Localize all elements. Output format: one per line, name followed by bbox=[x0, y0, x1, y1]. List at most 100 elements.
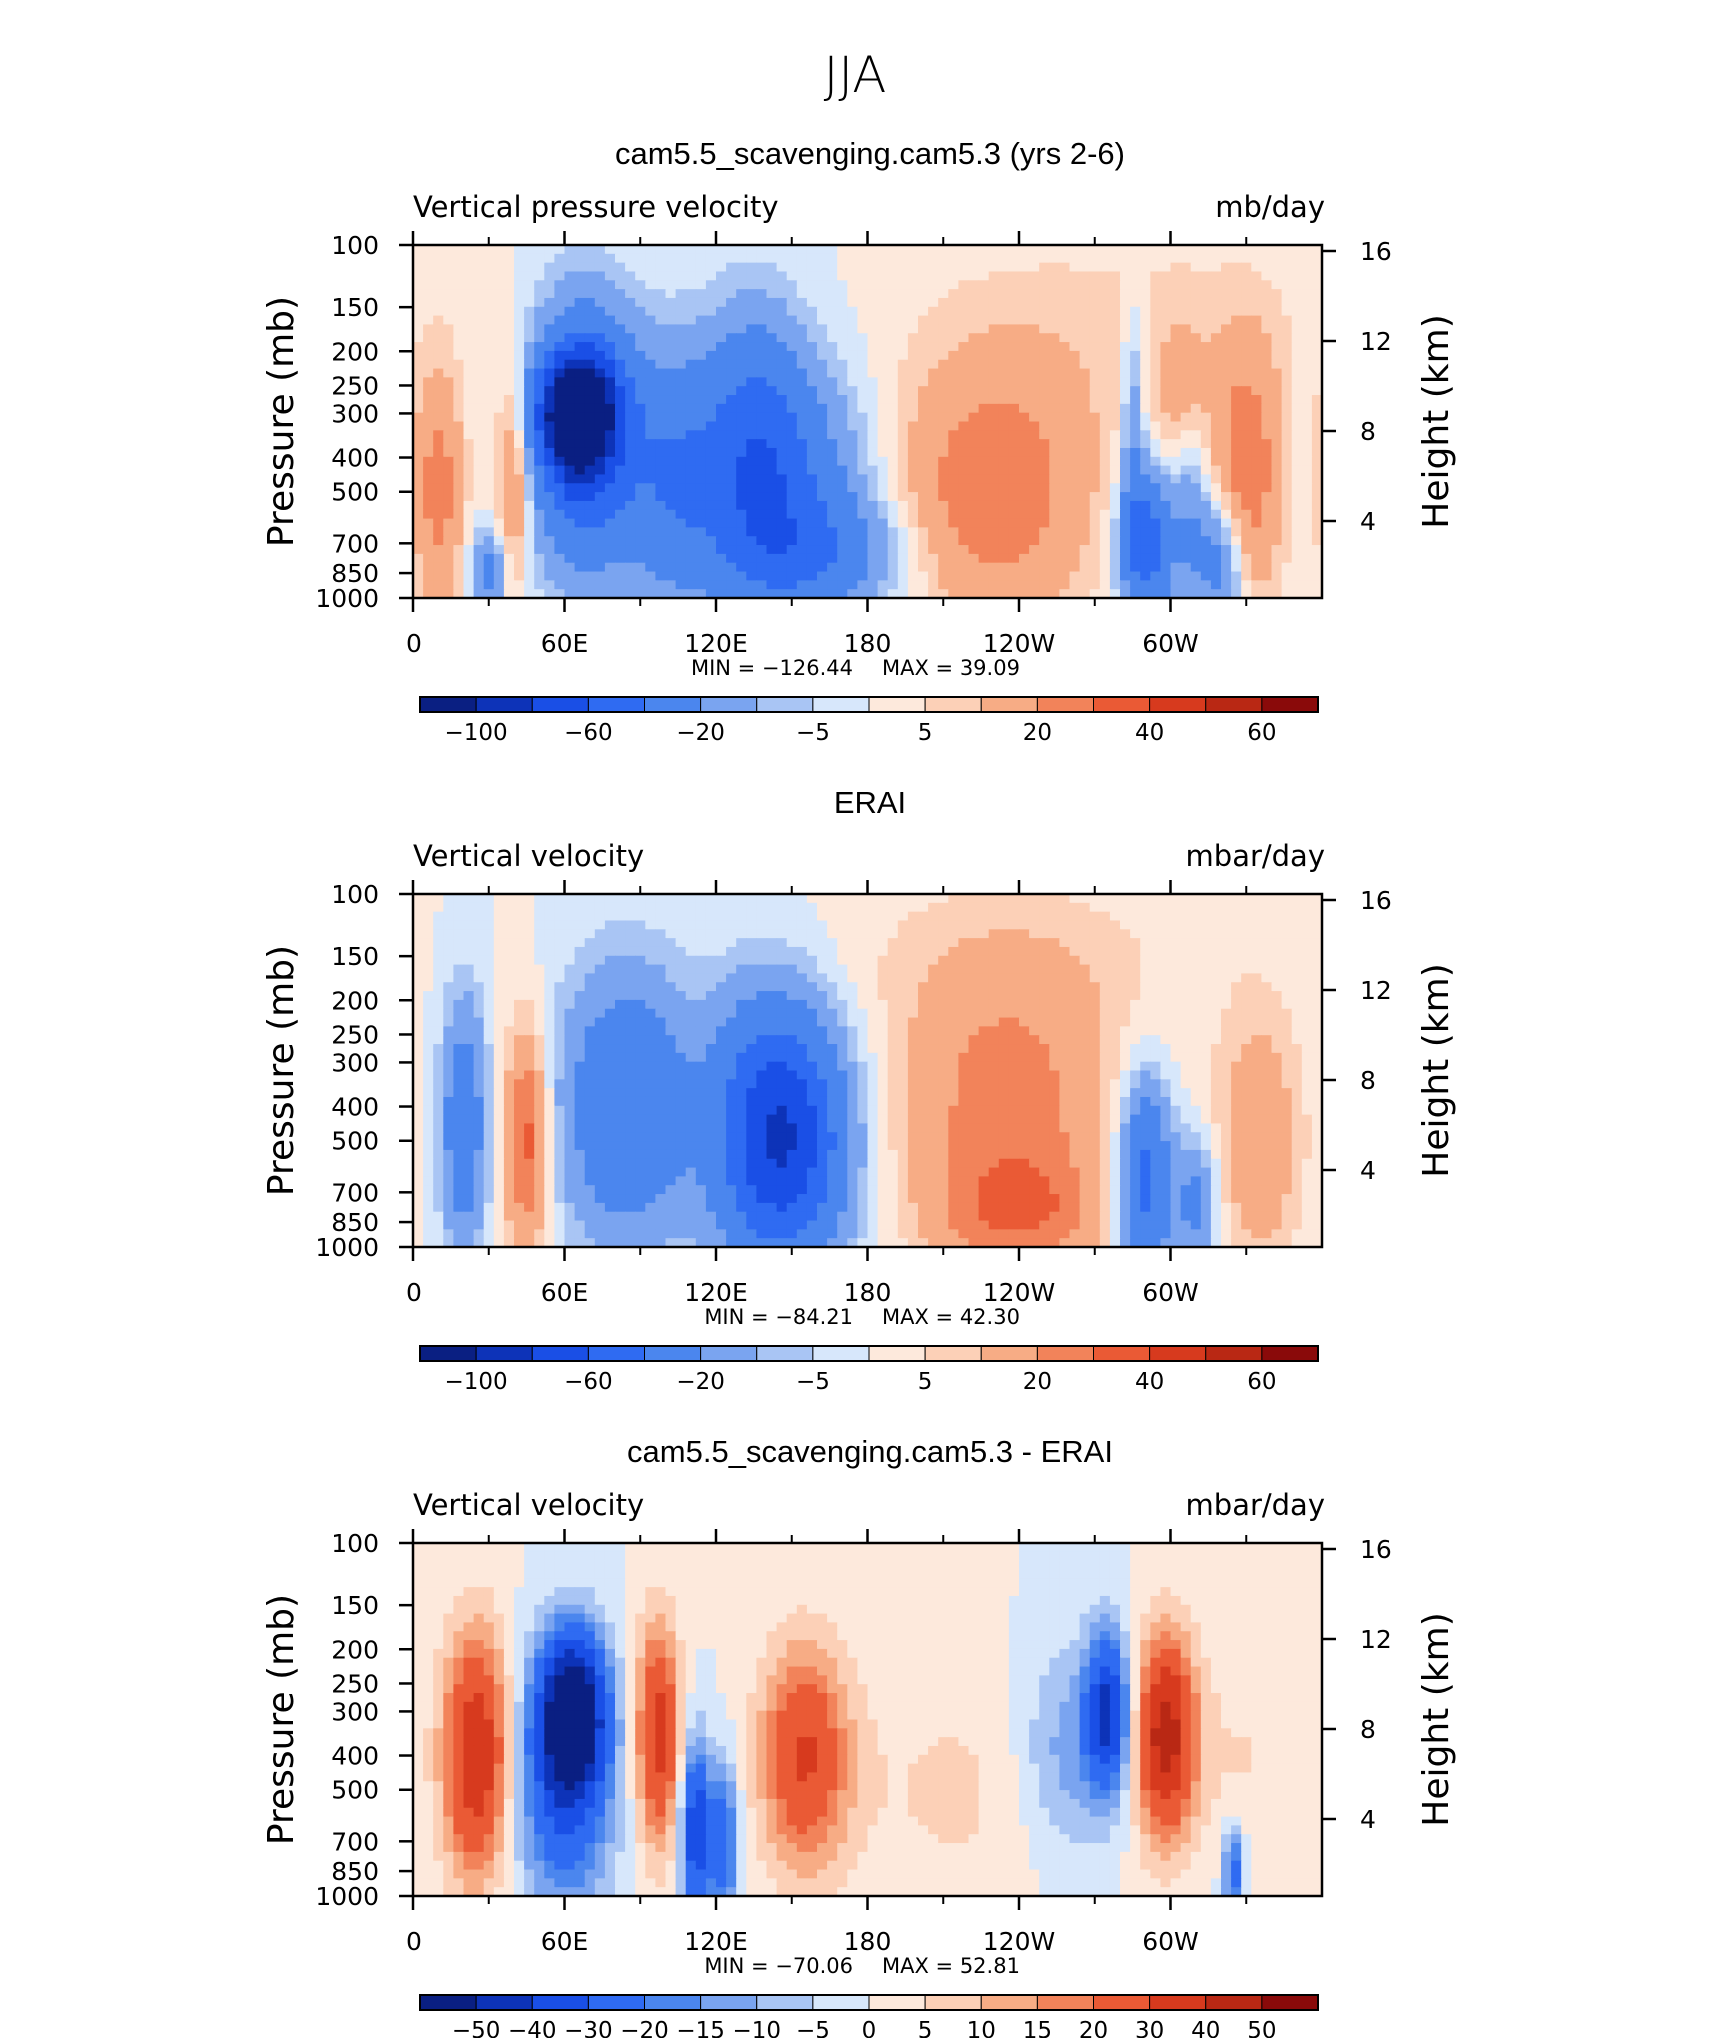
heatmap-cell bbox=[463, 553, 475, 564]
heatmap-cell bbox=[463, 964, 475, 975]
heatmap-cell bbox=[887, 553, 899, 564]
heatmap-cell bbox=[918, 973, 929, 983]
heatmap-cell bbox=[1120, 999, 1131, 1010]
heatmap-cell bbox=[897, 536, 909, 546]
heatmap-cell bbox=[564, 324, 576, 334]
heatmap-cell bbox=[928, 545, 939, 555]
heatmap-cell bbox=[483, 1017, 495, 1027]
heatmap-cell bbox=[786, 911, 798, 922]
heatmap-cell bbox=[1180, 403, 1192, 414]
heatmap-cell bbox=[564, 500, 576, 511]
heatmap-cell bbox=[1130, 333, 1141, 343]
heatmap-cell bbox=[867, 245, 879, 255]
heatmap-cell bbox=[1150, 902, 1161, 913]
heatmap-cell bbox=[776, 386, 788, 396]
heatmap-cell bbox=[766, 982, 778, 992]
heatmap-cell bbox=[1160, 465, 1172, 476]
heatmap-cell bbox=[1109, 902, 1121, 913]
heatmap-cell bbox=[1231, 324, 1242, 334]
heatmap-cell bbox=[1019, 447, 1030, 458]
heatmap-cell bbox=[1311, 395, 1323, 405]
heatmap-cell bbox=[726, 999, 737, 1010]
heatmap-cell bbox=[443, 982, 454, 992]
heatmap-cell bbox=[413, 991, 424, 1001]
heatmap-cell bbox=[1069, 527, 1081, 537]
heatmap-cell bbox=[766, 518, 778, 528]
heatmap-cell bbox=[443, 262, 454, 273]
heatmap-cell bbox=[928, 483, 939, 493]
heatmap-cell bbox=[867, 359, 879, 370]
heatmap-cell bbox=[564, 545, 576, 555]
heatmap-cell bbox=[1140, 946, 1151, 957]
heatmap-cell bbox=[897, 333, 909, 343]
heatmap-cell bbox=[503, 500, 515, 511]
heatmap-cell bbox=[776, 271, 788, 281]
heatmap-cell bbox=[1029, 430, 1040, 440]
heatmap-cell bbox=[503, 395, 515, 405]
heatmap-cell bbox=[655, 580, 667, 590]
heatmap-cell bbox=[776, 297, 788, 308]
heatmap-cell bbox=[918, 518, 929, 528]
heatmap-cell bbox=[806, 395, 818, 405]
heatmap-cell bbox=[897, 297, 909, 308]
heatmap-cell bbox=[746, 280, 757, 290]
heatmap-cell bbox=[827, 902, 838, 913]
heatmap-cell bbox=[685, 955, 697, 966]
heatmap-cell bbox=[796, 368, 808, 378]
heatmap-cell bbox=[1029, 421, 1040, 431]
heatmap-cell bbox=[1120, 911, 1131, 922]
heatmap-cell bbox=[1190, 386, 1202, 396]
heatmap-cell bbox=[503, 518, 515, 528]
heatmap-cell bbox=[594, 297, 606, 308]
heatmap-cell bbox=[1241, 580, 1252, 590]
heatmap-cell bbox=[1190, 245, 1202, 255]
heatmap-cell bbox=[705, 439, 717, 449]
heatmap-cell bbox=[1180, 483, 1192, 493]
heatmap-cell bbox=[554, 991, 566, 1001]
heatmap-cell bbox=[766, 500, 778, 511]
heatmap-cell bbox=[1008, 421, 1020, 431]
heatmap-cell bbox=[988, 262, 1000, 273]
heatmap-cell bbox=[1008, 447, 1020, 458]
heatmap-cell bbox=[1170, 545, 1182, 555]
heatmap-cell bbox=[1079, 315, 1091, 326]
heatmap-cell bbox=[1079, 500, 1091, 511]
variable-label: Vertical velocity bbox=[413, 839, 644, 873]
heatmap-cell bbox=[837, 350, 848, 361]
heatmap-cell bbox=[1180, 359, 1192, 370]
heatmap-cell bbox=[726, 342, 737, 352]
heatmap-cell bbox=[453, 492, 465, 502]
heatmap-cell bbox=[463, 253, 475, 264]
heatmap-cell bbox=[1008, 536, 1020, 546]
heatmap-cell bbox=[998, 492, 1010, 502]
heatmap-cell bbox=[1210, 518, 1222, 528]
heatmap-cell bbox=[483, 359, 495, 370]
heatmap-cell bbox=[453, 518, 465, 528]
heatmap-cell bbox=[746, 315, 757, 326]
heatmap-cell bbox=[1301, 902, 1313, 913]
heatmap-cell bbox=[1150, 439, 1161, 449]
heatmap-cell bbox=[1008, 359, 1020, 370]
heatmap-cell bbox=[564, 439, 576, 449]
heatmap-cell bbox=[1221, 562, 1232, 573]
heatmap-cell bbox=[514, 474, 525, 484]
heatmap-cell bbox=[887, 474, 899, 484]
heatmap-cell bbox=[796, 946, 808, 957]
heatmap-cell bbox=[1079, 447, 1091, 458]
heatmap-cell bbox=[1210, 1008, 1222, 1019]
heatmap-cell bbox=[463, 439, 475, 449]
heatmap-cell bbox=[796, 465, 808, 476]
heatmap-cell bbox=[776, 412, 788, 423]
heatmap-cell bbox=[1281, 377, 1293, 387]
heatmap-cell bbox=[483, 289, 495, 299]
heatmap-cell bbox=[1089, 902, 1101, 913]
heatmap-cell bbox=[1271, 297, 1283, 308]
heatmap-cell bbox=[493, 306, 505, 317]
heatmap-cell bbox=[806, 938, 818, 948]
heatmap-cell bbox=[1099, 377, 1111, 387]
heatmap-cell bbox=[1059, 571, 1071, 581]
heatmap-cell bbox=[695, 315, 707, 326]
heatmap-cell bbox=[756, 368, 768, 378]
heatmap-cell bbox=[1301, 500, 1313, 511]
heatmap-cell bbox=[433, 403, 444, 414]
